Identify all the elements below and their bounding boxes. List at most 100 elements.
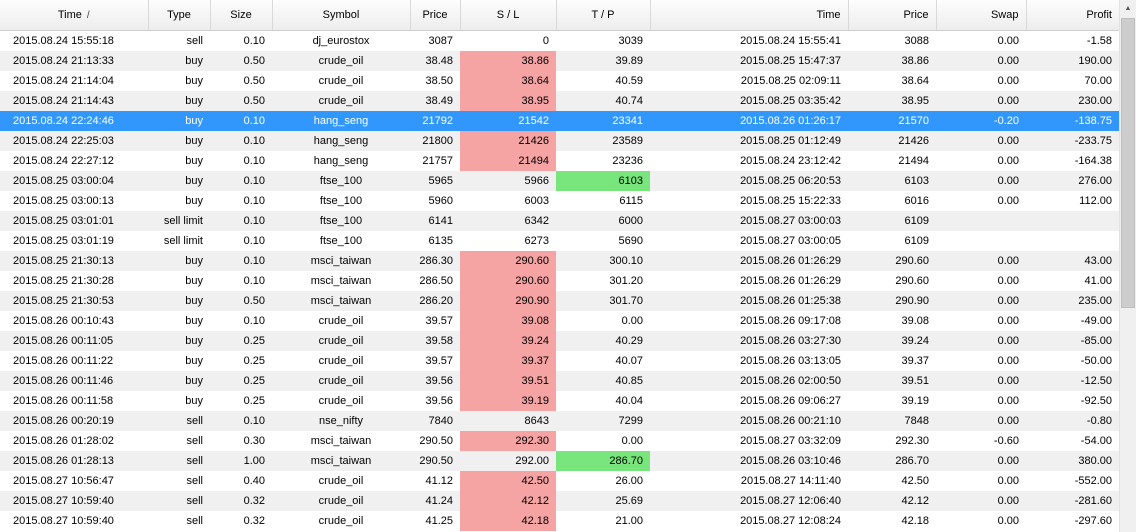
table-row[interactable]: 2015.08.27 10:59:40 sell 0.32 crude_oil 41.2… xyxy=(0,510,1119,531)
open-time-cell: 2015.08.24 21:13:33 xyxy=(0,50,148,71)
column-header-swap-10[interactable]: Swap xyxy=(936,0,1027,31)
table-row[interactable]: 2015.08.25 21:30:53 buy 0.50 msci_taiwan 286… xyxy=(0,290,1119,311)
table-row[interactable]: 2015.08.25 21:30:13 buy 0.10 msci_taiwan 286… xyxy=(0,250,1119,271)
open-price-cell: 39.58 xyxy=(410,330,460,351)
scrollbar-thumb[interactable] xyxy=(1121,18,1135,308)
close-time-cell: 2015.08.27 14:11:40 xyxy=(740,474,841,487)
column-header-label: T / P xyxy=(591,8,615,21)
column-header-price-5[interactable]: Price xyxy=(410,0,461,31)
tp-cell: 0.00 xyxy=(621,434,643,447)
close-time-cell: 2015.08.27 12:06:40 xyxy=(650,490,848,511)
open-time-cell: 2015.08.25 21:30:28 xyxy=(13,274,114,287)
tp-cell: 40.07 xyxy=(615,354,643,367)
sl-cell: 42.50 xyxy=(460,470,556,491)
size-cell: 0.10 xyxy=(210,130,272,151)
size-cell: 0.10 xyxy=(243,34,265,47)
table-row[interactable]: 2015.08.25 03:01:19 sell limit 0.10 ftse_10… xyxy=(0,231,1119,251)
symbol-cell: hang_seng xyxy=(313,154,369,167)
close-price-cell: 290.60 xyxy=(848,250,936,271)
scroll-up-button[interactable]: ▲ xyxy=(1120,0,1136,17)
table-row[interactable]: 2015.08.24 21:14:04 buy 0.50 crude_oil 38.50… xyxy=(0,70,1119,91)
close-price-cell: 6016 xyxy=(904,194,929,207)
column-header-s-l-6[interactable]: S / L xyxy=(460,0,557,31)
close-time-cell: 2015.08.25 15:22:33 xyxy=(740,194,841,207)
column-header-label: Price xyxy=(422,8,448,21)
table-row[interactable]: 2015.08.26 00:11:05 buy 0.25 crude_oil 39.58… xyxy=(0,330,1119,351)
size-cell: 0.30 xyxy=(243,434,265,447)
table-row[interactable]: 2015.08.24 22:27:12 buy 0.10 hang_seng 21757… xyxy=(0,150,1119,171)
column-header-type-2[interactable]: Type xyxy=(148,0,211,31)
close-price-cell: 39.51 xyxy=(848,370,936,391)
sl-cell: 39.19 xyxy=(460,390,556,411)
vertical-scrollbar[interactable]: ▲ xyxy=(1119,0,1136,532)
table-row[interactable]: 2015.08.26 01:28:13 sell 1.00 msci_taiwan 29… xyxy=(0,450,1119,471)
open-time-cell: 2015.08.25 21:30:13 xyxy=(0,250,148,271)
column-header-time-8[interactable]: Time xyxy=(650,0,849,31)
close-time-cell: 2015.08.27 12:08:24 xyxy=(740,514,841,527)
table-header-row: Time / Type Size Symbol Price S / L T / P Time Pr… xyxy=(0,0,1119,31)
size-cell: 1.00 xyxy=(210,450,272,471)
table-row[interactable]: 2015.08.26 00:11:46 buy 0.25 crude_oil 39.56… xyxy=(0,370,1119,391)
column-header-price-9[interactable]: Price xyxy=(848,0,937,31)
profit-cell: -233.75 xyxy=(1026,130,1119,151)
column-header-time-1[interactable]: Time / xyxy=(0,0,149,31)
type-cell: buy xyxy=(148,370,210,391)
table-row[interactable]: 2015.08.26 00:20:19 sell 0.10 nse_nifty 7840… xyxy=(0,410,1119,431)
profit-cell: 43.00 xyxy=(1026,250,1119,271)
swap-cell: 0.00 xyxy=(997,154,1019,167)
open-time-cell: 2015.08.24 21:14:04 xyxy=(13,74,114,87)
table-row[interactable]: 2015.08.25 03:00:13 buy 0.10 ftse_100 5960 60… xyxy=(0,191,1119,211)
type-cell: buy xyxy=(148,130,210,151)
profit-cell xyxy=(1026,210,1119,231)
table-row[interactable]: 2015.08.24 21:14:43 buy 0.50 crude_oil 38.49… xyxy=(0,90,1119,111)
scroll-up-arrow-icon: ▲ xyxy=(1124,5,1132,12)
column-header-profit-11[interactable]: Profit xyxy=(1026,0,1119,31)
profit-cell: 70.00 xyxy=(1084,74,1112,87)
sl-cell: 8643 xyxy=(460,410,556,431)
tp-cell: 6103 xyxy=(556,170,650,191)
close-price-cell: 38.95 xyxy=(848,90,936,111)
table-row[interactable]: 2015.08.27 10:59:40 sell 0.32 crude_oil 41.2… xyxy=(0,490,1119,511)
table-row[interactable]: 2015.08.25 03:00:04 buy 0.10 ftse_100 5965 59… xyxy=(0,170,1119,191)
close-price-cell: 286.70 xyxy=(848,450,936,471)
sl-cell: 292.30 xyxy=(460,430,556,451)
table-row[interactable]: 2015.08.25 03:01:01 sell limit 0.10 ftse_10… xyxy=(0,210,1119,231)
swap-cell: -0.20 xyxy=(936,110,1026,131)
symbol-cell: msci_taiwan xyxy=(310,434,372,447)
table-row[interactable]: 2015.08.24 22:24:46 buy 0.10 hang_seng 21792… xyxy=(0,110,1119,131)
symbol-cell: crude_oil xyxy=(318,514,364,527)
swap-cell: 0.00 xyxy=(997,34,1019,47)
tp-cell: 5690 xyxy=(618,234,643,247)
column-header-label: S / L xyxy=(496,8,520,21)
tp-cell: 26.00 xyxy=(615,474,643,487)
table-row[interactable]: 2015.08.26 01:28:02 sell 0.30 msci_taiwan 29… xyxy=(0,430,1119,451)
swap-cell: 0.00 xyxy=(936,290,1026,311)
size-cell: 0.10 xyxy=(243,234,265,247)
tp-cell: 23236 xyxy=(612,154,643,167)
open-time-cell: 2015.08.26 00:20:19 xyxy=(0,410,148,431)
symbol-cell: crude_oil xyxy=(272,490,410,511)
profit-cell: 230.00 xyxy=(1026,90,1119,111)
table-row[interactable]: 2015.08.26 00:11:58 buy 0.25 crude_oil 39.56… xyxy=(0,390,1119,411)
open-time-cell: 2015.08.26 01:28:02 xyxy=(13,434,114,447)
table-row[interactable]: 2015.08.26 00:10:43 buy 0.10 crude_oil 39.57… xyxy=(0,310,1119,331)
table-row[interactable]: 2015.08.27 10:56:47 sell 0.40 crude_oil 41.1… xyxy=(0,470,1119,491)
table-row[interactable]: 2015.08.26 00:11:22 buy 0.25 crude_oil 39.57… xyxy=(0,350,1119,371)
table-row[interactable]: 2015.08.25 21:30:28 buy 0.10 msci_taiwan 286… xyxy=(0,270,1119,291)
sl-cell: 290.60 xyxy=(460,250,556,271)
column-header-t-p-7[interactable]: T / P xyxy=(556,0,651,31)
symbol-cell: crude_oil xyxy=(318,314,364,327)
table-row[interactable]: 2015.08.24 22:25:03 buy 0.10 hang_seng 21800… xyxy=(0,130,1119,151)
symbol-cell: msci_taiwan xyxy=(272,290,410,311)
type-cell: sell xyxy=(186,434,203,447)
table-row[interactable]: 2015.08.24 15:55:18 sell 0.10 dj_eurostox 30… xyxy=(0,30,1119,51)
table-row[interactable]: 2015.08.24 21:13:33 buy 0.50 crude_oil 38.48… xyxy=(0,50,1119,71)
swap-cell: 0.00 xyxy=(936,370,1026,391)
profit-cell: -54.00 xyxy=(1080,434,1112,447)
open-time-cell: 2015.08.27 10:56:47 xyxy=(13,474,114,487)
tp-cell: 40.59 xyxy=(615,74,643,87)
column-header-size-3[interactable]: Size xyxy=(210,0,273,31)
column-header-symbol-4[interactable]: Symbol xyxy=(272,0,411,31)
tp-cell: 40.74 xyxy=(556,90,650,111)
